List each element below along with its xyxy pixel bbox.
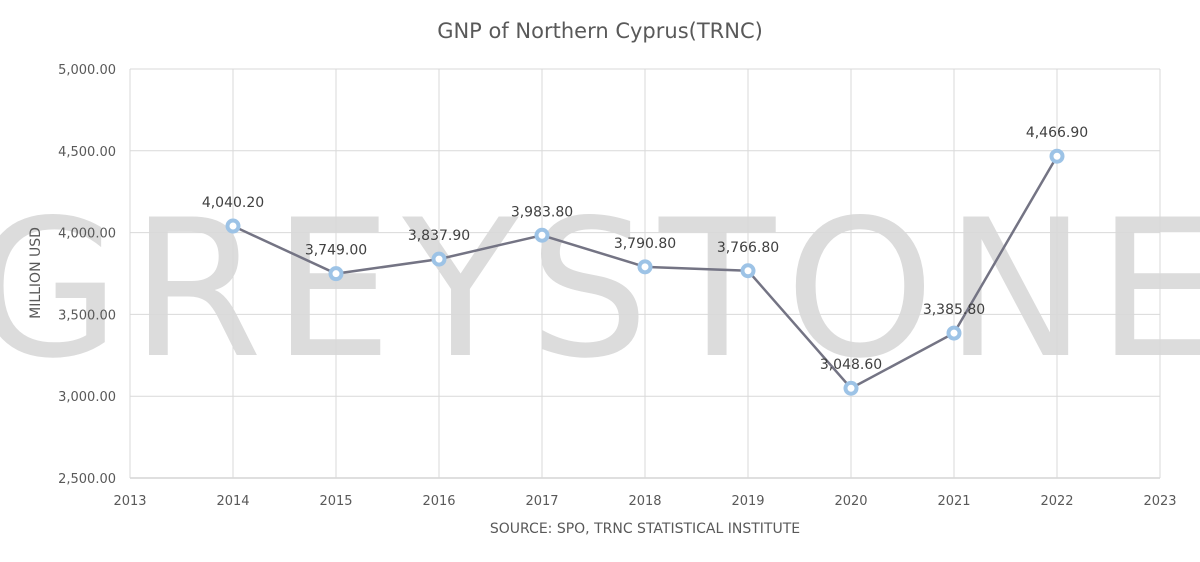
data-label: 3,766.80 xyxy=(717,240,779,256)
watermark: GREYSTONE xyxy=(0,179,1200,400)
data-label: 4,466.90 xyxy=(1026,125,1088,141)
chart-title: GNP of Northern Cyprus(TRNC) xyxy=(437,19,763,43)
data-point xyxy=(946,325,962,341)
y-tick-label: 3,000.00 xyxy=(58,390,116,405)
data-labels: 4,040.20 3,749.00 3,837.90 3,983.80 3,790.80… xyxy=(202,125,1088,373)
series xyxy=(225,148,1065,396)
data-point xyxy=(328,266,344,282)
x-tick-label: 2023 xyxy=(1143,494,1176,509)
x-tick-label: 2018 xyxy=(628,494,661,509)
data-point xyxy=(740,263,756,279)
x-tick-label: 2013 xyxy=(113,494,146,509)
axes: 2,500.00 3,000.00 3,500.00 4,000.00 4,500.00… xyxy=(58,63,1176,509)
data-point xyxy=(843,380,859,396)
x-tick-label: 2021 xyxy=(937,494,970,509)
data-label: 3,749.00 xyxy=(305,243,367,259)
x-tick-label: 2022 xyxy=(1040,494,1073,509)
y-tick-label: 4,500.00 xyxy=(58,145,116,160)
x-tick-label: 2015 xyxy=(319,494,352,509)
x-tick-label: 2014 xyxy=(216,494,249,509)
data-label: 4,040.20 xyxy=(202,195,264,211)
x-tick-label: 2017 xyxy=(525,494,558,509)
y-tick-label: 2,500.00 xyxy=(58,472,116,487)
x-axis-title: SOURCE: SPO, TRNC STATISTICAL INSTITUTE xyxy=(490,521,800,537)
y-axis-title: MILLION USD xyxy=(28,227,44,319)
x-tick-label: 2016 xyxy=(422,494,455,509)
data-label: 3,983.80 xyxy=(511,204,573,220)
data-point xyxy=(637,259,653,275)
y-tick-label: 5,000.00 xyxy=(58,63,116,78)
x-tick-label: 2019 xyxy=(731,494,764,509)
data-label: 3,048.60 xyxy=(820,357,882,373)
y-tick-label: 3,500.00 xyxy=(58,308,116,323)
y-tick-label: 4,000.00 xyxy=(58,227,116,242)
data-label: 3,790.80 xyxy=(614,236,676,252)
data-point xyxy=(1049,148,1065,164)
x-tick-label: 2020 xyxy=(834,494,867,509)
data-point xyxy=(431,251,447,267)
data-label: 3,837.90 xyxy=(408,228,470,244)
data-point xyxy=(225,218,241,234)
data-label: 3,385.80 xyxy=(923,302,985,318)
data-point xyxy=(534,227,550,243)
watermark-text: GREYSTONE xyxy=(0,179,1200,400)
